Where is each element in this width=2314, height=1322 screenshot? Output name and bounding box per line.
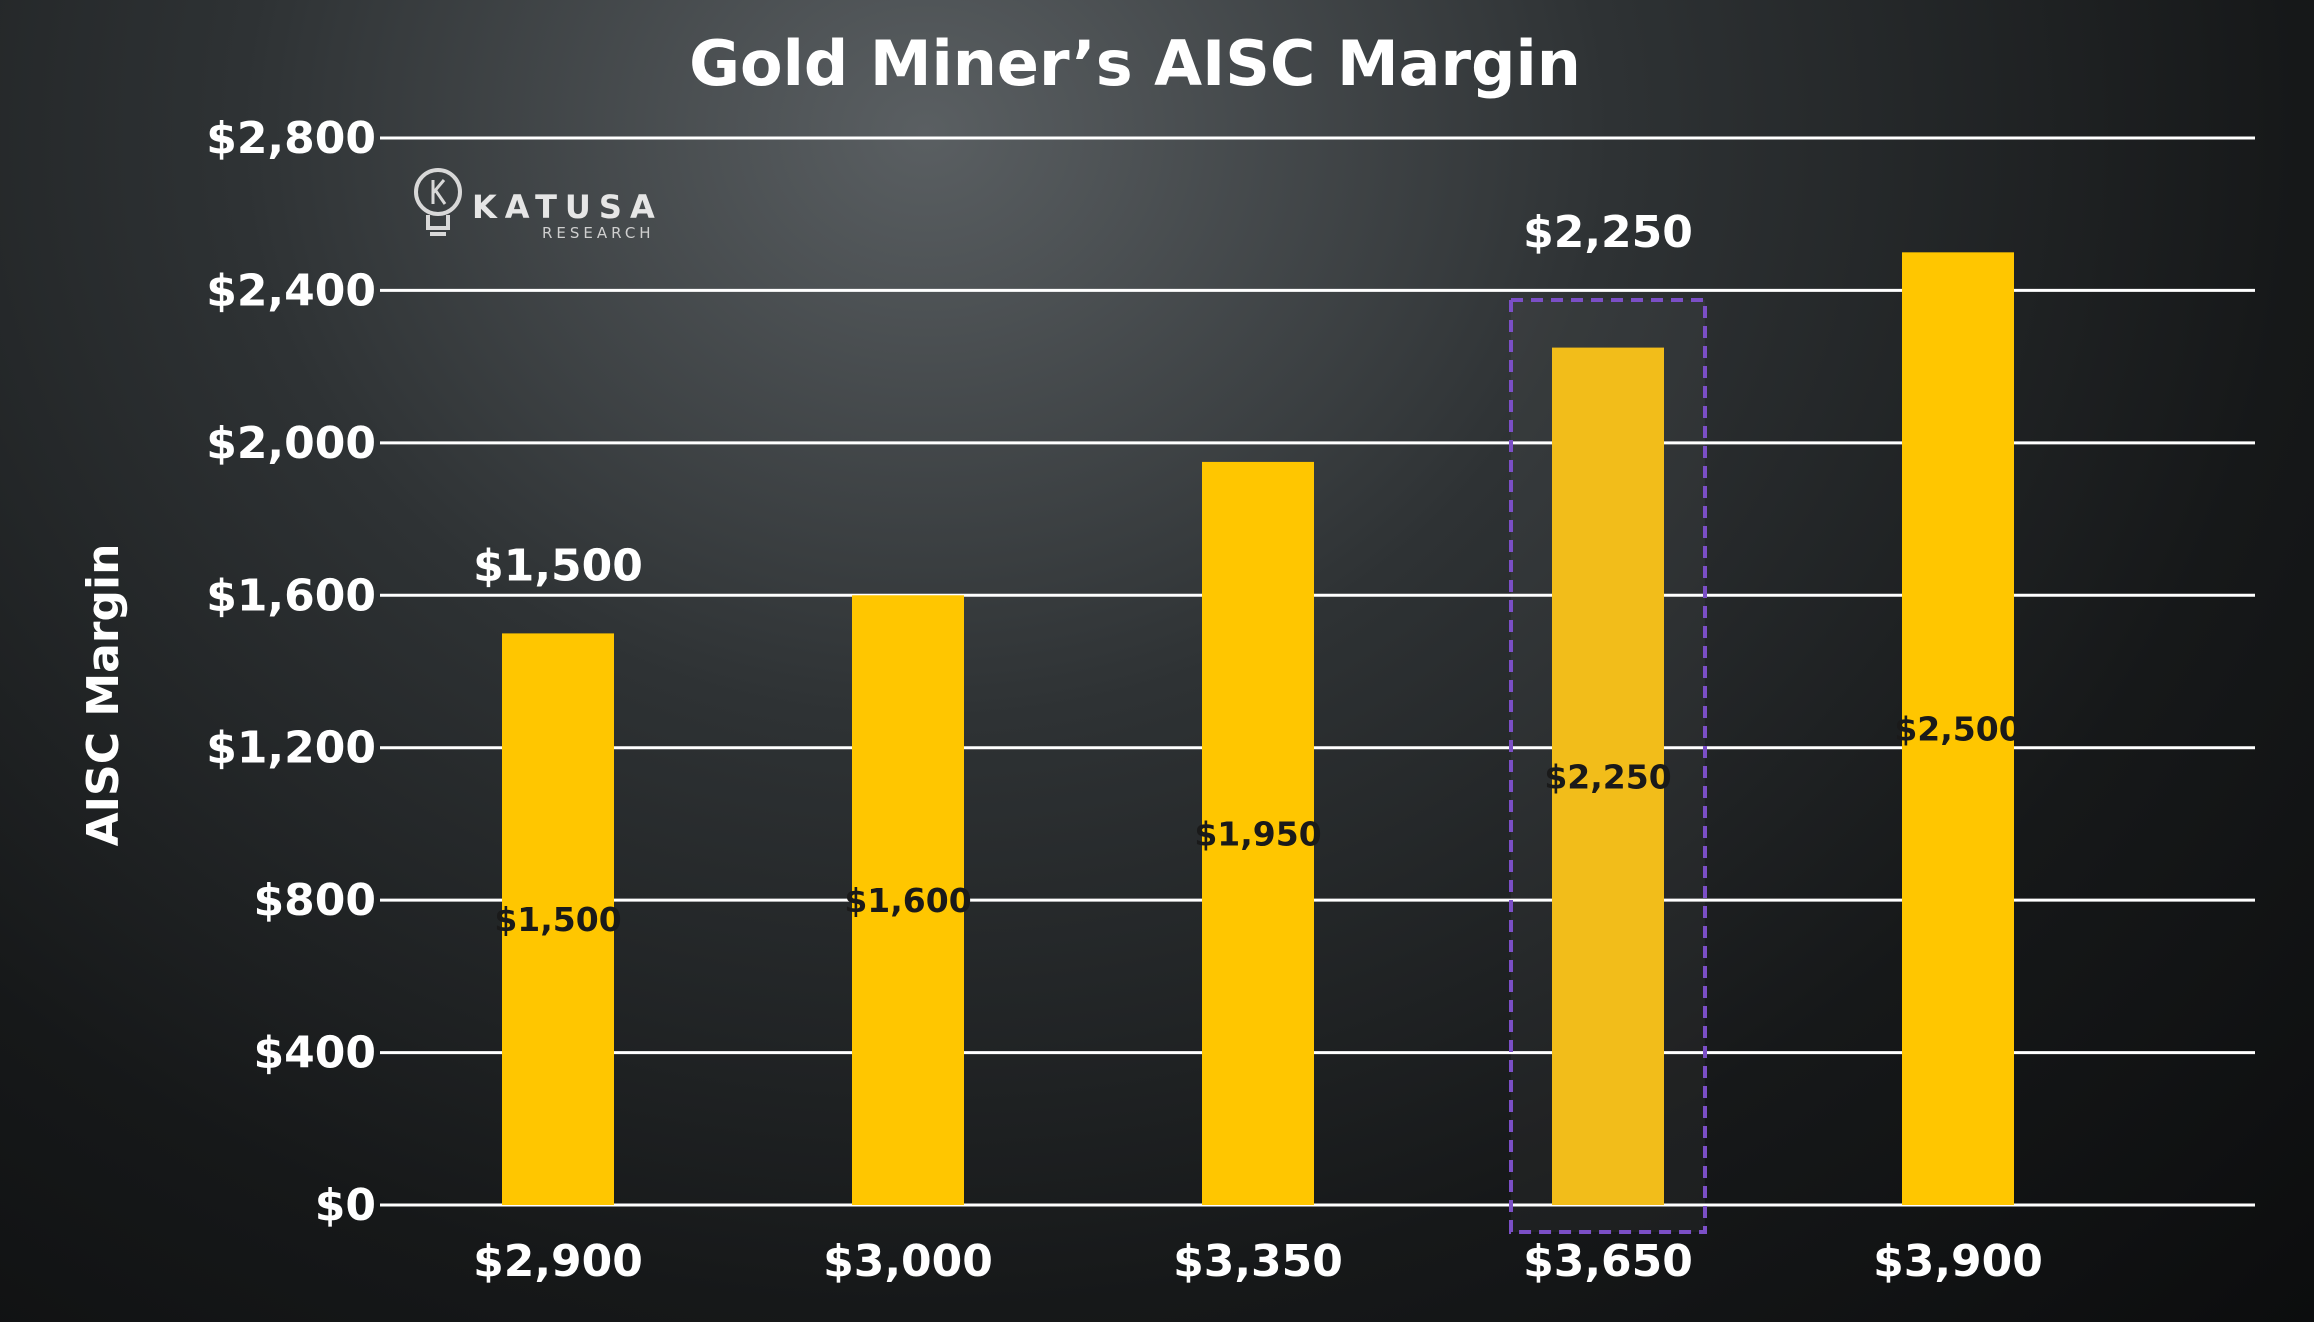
- bar: [1902, 252, 2014, 1206]
- bar-value-label: $1,950: [1194, 814, 1321, 853]
- bar-value-label: $1,600: [844, 881, 971, 920]
- y-axis-ticks: $0 $400 $800 $1,200 $1,600 $2,000 $2,400 $2,800: [206, 113, 376, 1231]
- bar-value-label: $2,500: [1894, 710, 2021, 749]
- bars: [502, 252, 2014, 1206]
- x-axis-ticks: $2,900 $3,000 $3,350 $3,650 $3,900: [473, 1236, 2043, 1287]
- y-axis-label: AISC Margin: [78, 544, 129, 847]
- y-tick-label: $1,600: [206, 570, 376, 621]
- x-tick-label: $3,000: [823, 1236, 993, 1287]
- bar-labels: $1,500 $1,600 $1,950 $2,250 $2,500: [494, 710, 2021, 940]
- y-tick-label: $2,400: [206, 265, 376, 316]
- logo-name: KATUSA: [472, 188, 663, 226]
- annotations: $1,500 $2,250: [473, 207, 1693, 591]
- logo-sub: RESEARCH: [542, 224, 655, 242]
- y-tick-label: $1,200: [206, 723, 376, 774]
- x-tick-label: $3,900: [1873, 1236, 2043, 1287]
- y-tick-label: $0: [315, 1180, 376, 1231]
- y-tick-label: $800: [254, 875, 376, 926]
- bar-value-label: $2,250: [1544, 757, 1671, 796]
- bar-value-label: $1,500: [494, 900, 621, 939]
- y-tick-label: $2,000: [206, 418, 376, 469]
- x-tick-label: $3,650: [1523, 1236, 1693, 1287]
- x-tick-label: $3,350: [1173, 1236, 1343, 1287]
- katusa-logo: KATUSA RESEARCH: [414, 168, 663, 242]
- y-tick-label: $400: [254, 1028, 376, 1079]
- lightbulb-icon: [414, 168, 462, 236]
- bar: [502, 633, 614, 1205]
- annotation-label: $1,500: [473, 540, 643, 591]
- annotation-label: $2,250: [1523, 207, 1693, 258]
- bar: [1552, 347, 1664, 1205]
- bar: [1202, 461, 1314, 1205]
- chart-title: Gold Miner’s AISC Margin: [689, 27, 1581, 100]
- x-tick-label: $2,900: [473, 1236, 643, 1287]
- y-tick-label: $2,800: [206, 113, 376, 164]
- bar: [852, 595, 964, 1205]
